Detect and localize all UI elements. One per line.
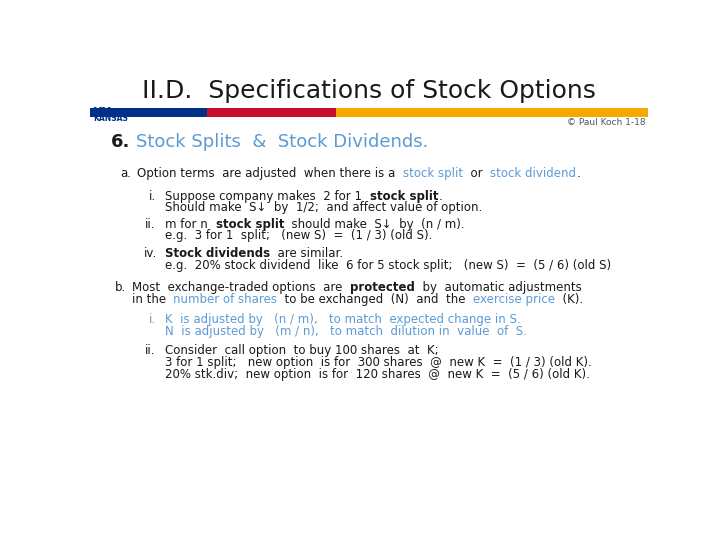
Text: .: .: [577, 167, 580, 180]
Text: Should make  S↓  by  1/2;  and affect value of option.: Should make S↓ by 1/2; and affect value …: [166, 201, 482, 214]
Bar: [207, 107, 336, 117]
Text: Suppose company makes  2 for 1: Suppose company makes 2 for 1: [166, 190, 370, 202]
Text: 20% stk.div;  new option  is for  120 shares  @  new K  =  (5 / 6) (old K).: 20% stk.div; new option is for 120 share…: [166, 368, 590, 381]
Text: by  automatic adjustments: by automatic adjustments: [415, 281, 581, 294]
Text: or: or: [463, 167, 490, 180]
Text: a.: a.: [121, 167, 132, 180]
Text: to be exchanged  (N)  and  the: to be exchanged (N) and the: [277, 293, 474, 306]
Text: exercise price: exercise price: [474, 293, 555, 306]
Text: e.g.  20% stock dividend  like  6 for 5 stock split;   (new S)  =  (5 / 6) (old : e.g. 20% stock dividend like 6 for 5 sto…: [166, 259, 611, 272]
Text: ii.: ii.: [145, 218, 156, 231]
Text: 6.: 6.: [111, 133, 130, 151]
Text: stock split: stock split: [215, 218, 284, 231]
Text: Option terms  are adjusted  when there is a: Option terms are adjusted when there is …: [138, 167, 403, 180]
Text: protected: protected: [350, 281, 415, 294]
Text: b.: b.: [115, 281, 127, 294]
Text: stock dividend: stock dividend: [490, 167, 577, 180]
Text: KU: KU: [93, 106, 112, 119]
Text: Most  exchange-traded options  are: Most exchange-traded options are: [132, 281, 350, 294]
Text: in the: in the: [132, 293, 174, 306]
Text: II.D.  Specifications of Stock Options: II.D. Specifications of Stock Options: [142, 79, 596, 103]
Text: K  is adjusted by   (n / m),   to match  expected change in S.: K is adjusted by (n / m), to match expec…: [166, 313, 521, 326]
Text: © Paul Koch 1-18: © Paul Koch 1-18: [567, 118, 645, 127]
Bar: [90, 107, 207, 117]
Text: N  is adjusted by   (m / n),   to match  dilution in  value  of  S.: N is adjusted by (m / n), to match dilut…: [166, 325, 527, 338]
Text: number of shares: number of shares: [174, 293, 277, 306]
Bar: [336, 107, 648, 117]
Text: i.: i.: [148, 190, 156, 202]
Text: iv.: iv.: [144, 247, 158, 260]
Text: KANSAS: KANSAS: [93, 114, 127, 123]
Text: 3 for 1 split;   new option  is for  300 shares  @  new K  =  (1 / 3) (old K).: 3 for 1 split; new option is for 300 sha…: [166, 356, 592, 369]
Text: (K).: (K).: [555, 293, 584, 306]
Text: should make  S↓  by  (n / m).: should make S↓ by (n / m).: [284, 218, 464, 231]
Text: e.g.  3 for 1  split;   (new S)  =  (1 / 3) (old S).: e.g. 3 for 1 split; (new S) = (1 / 3) (o…: [166, 230, 433, 242]
Text: m for n: m for n: [166, 218, 215, 231]
Text: Consider  call option  to buy 100 shares  at  K;: Consider call option to buy 100 shares a…: [166, 344, 439, 357]
Text: i.: i.: [148, 313, 156, 326]
Text: stock split: stock split: [370, 190, 438, 202]
Text: Stock dividends: Stock dividends: [166, 247, 271, 260]
Text: .: .: [438, 190, 442, 202]
Text: Stock Splits  &  Stock Dividends.: Stock Splits & Stock Dividends.: [136, 133, 428, 151]
Text: stock split: stock split: [403, 167, 463, 180]
Text: are similar.: are similar.: [271, 247, 343, 260]
Text: ii.: ii.: [145, 344, 156, 357]
